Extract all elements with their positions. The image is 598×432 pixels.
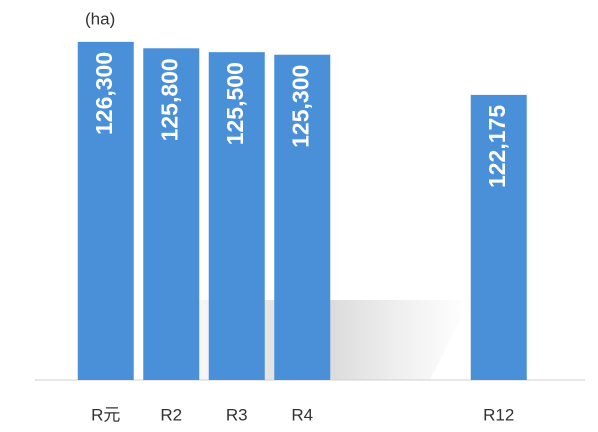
x-tick-label: R3 <box>226 405 248 424</box>
bar <box>77 41 134 380</box>
unit-label: (ha) <box>85 9 115 28</box>
x-tick-label: R2 <box>160 405 182 424</box>
bar <box>470 94 527 381</box>
x-tick-label: R12 <box>483 405 514 424</box>
value-label: 125,300 <box>287 65 313 148</box>
x-tick-label: R4 <box>291 405 313 424</box>
bar <box>143 48 200 381</box>
x-tick-label: R元 <box>91 405 120 424</box>
value-label: 122,175 <box>484 105 510 188</box>
bar <box>274 54 331 380</box>
value-label: 126,300 <box>91 52 117 135</box>
value-label: 125,500 <box>222 62 248 145</box>
value-label: 125,800 <box>156 58 182 141</box>
bar <box>208 52 265 381</box>
